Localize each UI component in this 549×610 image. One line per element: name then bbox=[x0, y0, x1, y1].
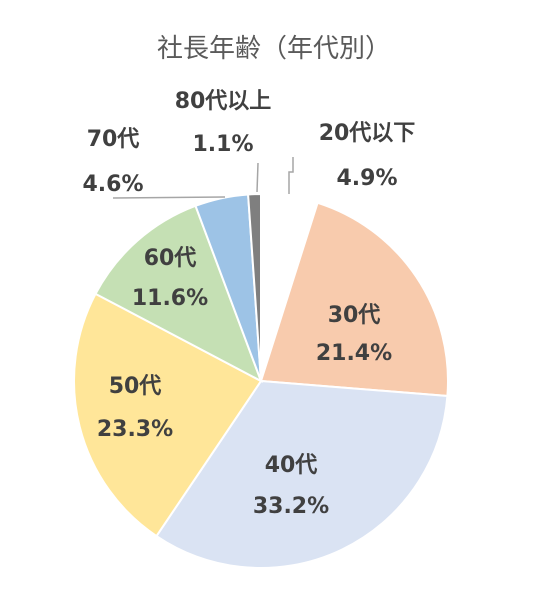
leader-line-70s bbox=[112, 196, 226, 199]
slice-label-name-60s: 60代 bbox=[144, 246, 197, 271]
slice-label-name-80s-over: 80代以上 bbox=[175, 89, 272, 114]
slice-label-value-70s: 4.6% bbox=[82, 172, 143, 197]
slice-label-value-40s: 33.2% bbox=[253, 494, 329, 519]
slice-label-name-70s: 70代 bbox=[87, 127, 140, 152]
pie-slice-30s bbox=[259, 201, 449, 398]
chart-title: 社長年齢（年代別） bbox=[157, 34, 391, 64]
slice-label-value-50s: 23.3% bbox=[97, 417, 173, 442]
slice-label-value-60s: 11.6% bbox=[132, 286, 208, 311]
leader-line-80s-over bbox=[256, 162, 259, 193]
pie-slice-80s-over bbox=[247, 192, 262, 382]
slice-label-name-40s: 40代 bbox=[265, 453, 318, 478]
slice-labels: 20代以下 4.9% 30代 21.4% 40代 33.2% 50代 23.3% 60代 11.6… bbox=[82, 89, 415, 519]
pie-slice-60s bbox=[94, 204, 263, 384]
leader-line-20s-under bbox=[288, 157, 294, 194]
slice-label-value-80s-over: 1.1% bbox=[192, 132, 253, 157]
slice-label-name-20s-under: 20代以下 bbox=[319, 121, 416, 146]
leader-lines bbox=[112, 157, 294, 199]
slice-label-name-30s: 30代 bbox=[328, 303, 381, 328]
slice-label-name-50s: 50代 bbox=[109, 374, 162, 399]
pie-slice-50s bbox=[73, 292, 263, 538]
slice-label-value-30s: 21.4% bbox=[316, 341, 392, 366]
pie-slice-40s bbox=[155, 379, 449, 570]
slice-label-value-20s-under: 4.9% bbox=[336, 166, 397, 191]
pie-slices bbox=[73, 192, 449, 570]
